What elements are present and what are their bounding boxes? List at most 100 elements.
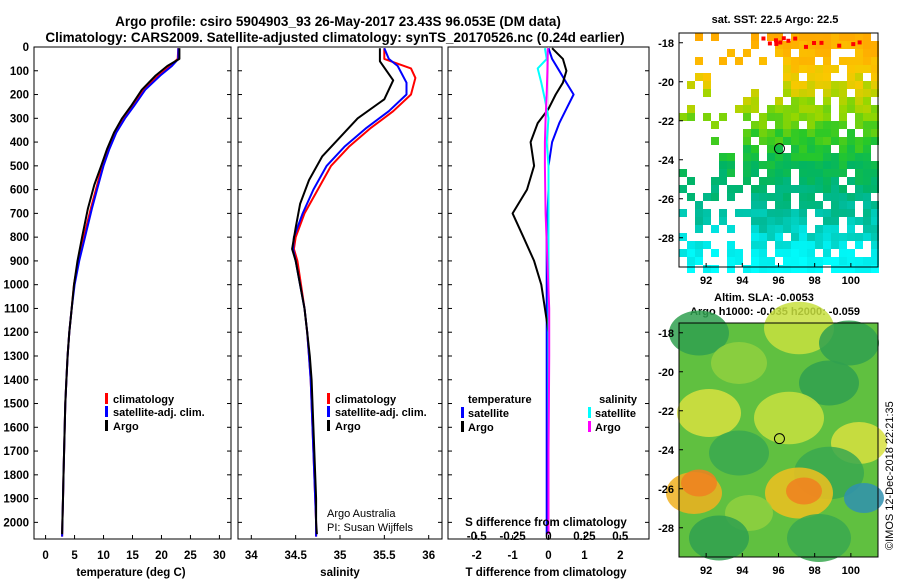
sst-cell	[863, 185, 871, 193]
sst-cell	[711, 33, 719, 41]
sst-cell	[791, 97, 799, 105]
sst-cell	[743, 137, 751, 145]
sst-cell	[823, 233, 831, 241]
sst-cell	[791, 241, 799, 249]
x-tick-label: -2	[472, 550, 482, 562]
sst-cell	[687, 249, 695, 257]
sst-cell	[815, 225, 823, 233]
sst-cell	[775, 177, 783, 185]
sst-cell	[839, 249, 847, 257]
sla-blob	[689, 515, 749, 561]
sst-cell	[751, 233, 759, 241]
sst-cell	[783, 129, 791, 137]
sst-cell	[775, 241, 783, 249]
sst-cell	[799, 209, 807, 217]
sst-cell	[751, 33, 759, 41]
sst-cell	[743, 105, 751, 113]
sst-cell-hot	[773, 38, 778, 43]
s-tick-label: -0.5	[467, 531, 487, 543]
sst-cell	[799, 201, 807, 209]
sst-cell	[839, 193, 847, 201]
depth-tick-label: 500	[10, 161, 29, 173]
sla-blob	[669, 310, 729, 356]
sst-cell	[823, 65, 831, 73]
sst-cell	[799, 41, 807, 49]
sst-cell	[831, 129, 839, 137]
sst-cell	[863, 137, 871, 145]
sst-cell	[855, 153, 863, 161]
sst-cell	[735, 105, 743, 113]
sst-cell-hot	[767, 41, 772, 46]
sst-cell	[799, 137, 807, 145]
sst-cell	[759, 249, 767, 257]
sst-cell	[815, 33, 823, 41]
sst-cell	[807, 233, 815, 241]
x-tick-label: 20	[155, 550, 168, 562]
sst-cell	[751, 89, 759, 97]
sst-cell	[735, 249, 743, 257]
sst-cell	[719, 153, 727, 161]
salinity-legend: climatology satellite-adj. clim. Argo	[327, 393, 427, 433]
sst-cell	[807, 113, 815, 121]
temperature-xlabel: temperature (deg C)	[76, 567, 185, 579]
sst-cell	[823, 217, 831, 225]
sst-cell	[679, 249, 687, 257]
sst-cell	[839, 201, 847, 209]
sst-cell	[863, 225, 871, 233]
sst-cell	[871, 185, 879, 193]
sst-cell	[799, 105, 807, 113]
sla-blob	[844, 483, 884, 513]
sst-cell	[751, 105, 759, 113]
sst-cell	[847, 33, 855, 41]
sst-cell	[815, 65, 823, 73]
depth-tick-label: 2000	[3, 517, 29, 529]
legend-title-temperature: temperature	[468, 394, 532, 406]
sst-cell	[783, 65, 791, 73]
sst-cell	[863, 121, 871, 129]
sst-cell	[759, 121, 767, 129]
sst-cell	[775, 33, 783, 41]
temperature-ticks: 0 5 10 15 20 25 30	[34, 46, 231, 562]
sst-cell	[815, 169, 823, 177]
sst-cell	[727, 161, 735, 169]
sst-cell	[839, 265, 847, 273]
s-difference-ticks: -0.5 -0.25 0 0.25 0.5	[467, 531, 629, 543]
sst-cell	[855, 105, 863, 113]
sla-blob	[681, 469, 717, 497]
legend-swatch-t-satellite	[461, 407, 464, 418]
sst-cell	[727, 169, 735, 177]
sst-cell	[871, 161, 879, 169]
sst-cell	[751, 249, 759, 257]
sst-cell	[855, 41, 863, 49]
sst-cell	[703, 113, 711, 121]
legend-label-s-argo: Argo	[595, 422, 621, 434]
sst-cell	[831, 33, 839, 41]
sst-cell	[791, 113, 799, 121]
sst-cell	[807, 121, 815, 129]
sst-cell	[687, 177, 695, 185]
sst-cell	[807, 249, 815, 257]
sst-cell	[863, 81, 871, 89]
sst-cell	[799, 233, 807, 241]
depth-tick-label: 1600	[3, 422, 29, 434]
sst-cell	[871, 113, 879, 121]
map-x-tick-label: 96	[772, 565, 784, 577]
sst-cell	[799, 57, 807, 65]
depth-tick-label: 1100	[4, 303, 29, 315]
sst-cell	[839, 233, 847, 241]
sst-cell	[799, 49, 807, 57]
sst-cell	[839, 153, 847, 161]
sst-cell	[743, 169, 751, 177]
sla-blob	[711, 342, 767, 384]
sst-cell	[871, 129, 879, 137]
sst-cell	[871, 137, 879, 145]
x-tick-label: 1	[581, 550, 588, 562]
sst-cell	[791, 161, 799, 169]
sst-cell-hot	[793, 36, 798, 41]
sst-cell	[727, 49, 735, 57]
sst-cell	[839, 257, 847, 265]
sst-cell	[847, 81, 855, 89]
sst-cell	[759, 161, 767, 169]
sst-cell	[751, 169, 759, 177]
series-line-argo	[61, 48, 181, 535]
